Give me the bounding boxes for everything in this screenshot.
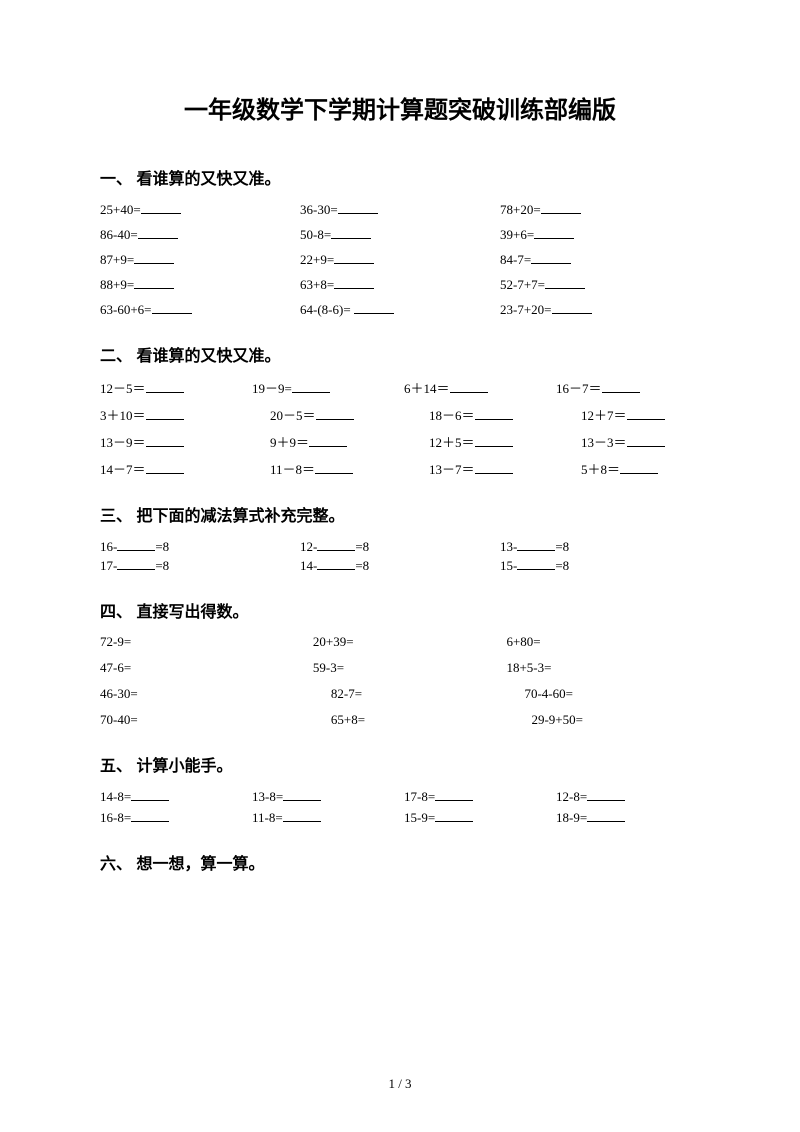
- problem: 65+8=: [313, 712, 507, 728]
- problem: 6+80=: [506, 634, 700, 650]
- problem: 11－8＝: [252, 459, 396, 478]
- problem: 87+9=: [100, 251, 300, 268]
- section-1-problems: 25+40= 36-30= 78+20= 86-40= 50-8= 39+6= …: [100, 201, 700, 318]
- problem: 13－3＝: [556, 432, 700, 451]
- problem: 12-=8: [300, 538, 500, 555]
- problem: 25+40=: [100, 201, 300, 218]
- problem: 11-8=: [252, 809, 396, 826]
- section-4-heading: 四、 直接写出得数。: [100, 598, 700, 622]
- section-5-problems: 14-8= 13-8= 17-8= 12-8= 16-8= 11-8= 15-9…: [100, 788, 700, 826]
- section-6-heading: 六、 想一想，算一算。: [100, 850, 700, 874]
- section-4-problems: 72-9= 20+39= 6+80= 47-6= 59-3= 18+5-3= 4…: [100, 634, 700, 728]
- problem: 82-7=: [313, 686, 507, 702]
- problem: 15-9=: [404, 809, 548, 826]
- section-2-problems: 12－5＝ 19－9= 6＋14＝ 16－7＝ 3＋10＝ 20－5＝ 18－6…: [100, 378, 700, 478]
- problem: 20+39=: [313, 634, 507, 650]
- problem: 13-8=: [252, 788, 396, 805]
- problem: 15-=8: [500, 557, 700, 574]
- page-title: 一年级数学下学期计算题突破训练部编版: [100, 90, 700, 125]
- section-3-problems: 16-=8 12-=8 13-=8 17-=8 14-=8 15-=8: [100, 538, 700, 574]
- problem: 70-4-60=: [506, 686, 700, 702]
- problem: 22+9=: [300, 251, 500, 268]
- problem: 5＋8＝: [556, 459, 700, 478]
- problem: 50-8=: [300, 226, 500, 243]
- problem: 36-30=: [300, 201, 500, 218]
- problem: 29-9+50=: [506, 712, 700, 728]
- problem: 13－9＝: [100, 432, 244, 451]
- problem: 14-=8: [300, 557, 500, 574]
- problem: 47-6=: [100, 660, 313, 676]
- problem: 20－5＝: [252, 405, 396, 424]
- problem: 12＋5＝: [404, 432, 548, 451]
- problem: 86-40=: [100, 226, 300, 243]
- problem: 63-60+6=: [100, 301, 300, 318]
- problem: 9＋9＝: [252, 432, 396, 451]
- problem: 6＋14＝: [404, 378, 548, 397]
- problem: 16－7＝: [556, 378, 700, 397]
- section-5-heading: 五、 计算小能手。: [100, 752, 700, 776]
- problem: 14-8=: [100, 788, 244, 805]
- problem: 17-=8: [100, 557, 300, 574]
- problem: 72-9=: [100, 634, 313, 650]
- problem: 46-30=: [100, 686, 313, 702]
- problem: 13－7＝: [404, 459, 548, 478]
- problem: 64-(8-6)=: [300, 301, 500, 318]
- problem: 19－9=: [252, 378, 396, 397]
- problem: 3＋10＝: [100, 405, 244, 424]
- problem: 12－5＝: [100, 378, 244, 397]
- section-3-heading: 三、 把下面的减法算式补充完整。: [100, 502, 700, 526]
- problem: 12＋7＝: [556, 405, 700, 424]
- problem: 12-8=: [556, 788, 700, 805]
- section-1-heading: 一、 看谁算的又快又准。: [100, 165, 700, 189]
- problem: 18-9=: [556, 809, 700, 826]
- page-number: 1 / 3: [0, 1076, 800, 1092]
- problem: 63+8=: [300, 276, 500, 293]
- problem: 16-=8: [100, 538, 300, 555]
- problem: 52-7+7=: [500, 276, 700, 293]
- problem: 18－6＝: [404, 405, 548, 424]
- problem: 59-3=: [313, 660, 507, 676]
- problem: 14－7＝: [100, 459, 244, 478]
- problem: 23-7+20=: [500, 301, 700, 318]
- problem: 84-7=: [500, 251, 700, 268]
- problem: 16-8=: [100, 809, 244, 826]
- problem: 78+20=: [500, 201, 700, 218]
- problem: 88+9=: [100, 276, 300, 293]
- problem: 17-8=: [404, 788, 548, 805]
- section-2-heading: 二、 看谁算的又快又准。: [100, 342, 700, 366]
- problem: 13-=8: [500, 538, 700, 555]
- problem: 70-40=: [100, 712, 313, 728]
- problem: 18+5-3=: [506, 660, 700, 676]
- problem: 39+6=: [500, 226, 700, 243]
